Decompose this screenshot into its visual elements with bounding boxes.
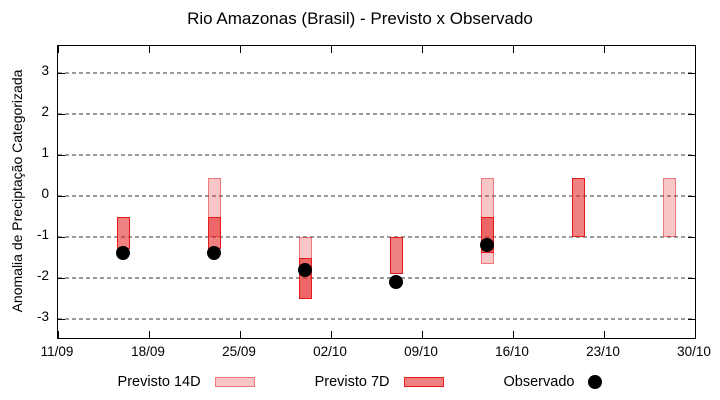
x-axis-tick [331, 46, 332, 53]
x-axis-tick [240, 46, 241, 53]
y-axis-tick [58, 114, 65, 115]
x-tick-label: 09/10 [404, 344, 438, 359]
y-gridline [58, 236, 695, 238]
observado-swatch-icon [588, 375, 603, 389]
previsto-7d-bar [389, 237, 403, 274]
y-tick-label: 1 [41, 145, 49, 160]
x-tick-label: 11/09 [40, 344, 74, 359]
y-axis-tick [58, 319, 65, 320]
y-axis-tick [688, 319, 695, 320]
observado-point [480, 238, 494, 253]
y-gridline [58, 318, 695, 320]
y-axis-tick [688, 237, 695, 238]
x-axis-tick [604, 46, 605, 53]
y-axis-tick [58, 155, 65, 156]
observado-point [389, 275, 403, 290]
x-axis-tick [422, 331, 423, 338]
y-tick-label: -1 [36, 227, 49, 242]
y-axis-tick [58, 278, 65, 279]
plot-area [57, 45, 696, 339]
x-axis-tick [695, 46, 696, 53]
y-axis-tick [58, 196, 65, 197]
y-axis-tick [688, 73, 695, 74]
previsto-7d-bar [571, 177, 585, 237]
x-axis-tick [513, 331, 514, 338]
x-tick-label: 18/09 [131, 344, 165, 359]
x-axis-tick [240, 331, 241, 338]
legend-label-observado: Observado [503, 374, 575, 390]
previsto-7d-swatch-icon [403, 377, 444, 387]
x-axis-tick [695, 331, 696, 338]
x-axis-tick [58, 46, 59, 53]
x-axis-tick [604, 331, 605, 338]
x-tick-label: 30/10 [677, 344, 711, 359]
previsto-14d-swatch-icon [214, 377, 255, 387]
y-gridline [58, 113, 695, 115]
legend-label-previsto-14d: Previsto 14D [117, 374, 201, 390]
x-axis-tick [331, 331, 332, 338]
x-axis-tick [149, 331, 150, 338]
y-axis-tick [688, 196, 695, 197]
y-axis-tick [688, 278, 695, 279]
y-axis-tick [58, 73, 65, 74]
previsto-7d-bar [116, 216, 130, 250]
x-axis-tick [513, 46, 514, 53]
legend-label-previsto-7d: Previsto 7D [314, 374, 390, 390]
y-axis-tick [688, 114, 695, 115]
y-gridline [58, 195, 695, 197]
y-tick-label: 2 [41, 104, 49, 119]
legend-item-previsto-7d: Previsto 7D [315, 374, 444, 390]
y-gridline [58, 154, 695, 156]
x-tick-label: 02/10 [313, 344, 347, 359]
x-tick-label: 23/10 [586, 344, 620, 359]
legend: Previsto 14D Previsto 7D Observado [0, 374, 720, 390]
previsto-7d-bar [207, 216, 221, 250]
y-axis-tick [58, 237, 65, 238]
observado-point [116, 246, 130, 261]
x-axis-tick [422, 46, 423, 53]
y-tick-label: 0 [41, 186, 49, 201]
chart-title: Rio Amazonas (Brasil) - Previsto x Obser… [187, 9, 533, 28]
legend-item-previsto-14d: Previsto 14D [118, 374, 255, 390]
legend-item-observado: Observado [504, 374, 603, 390]
x-axis-tick [149, 46, 150, 53]
y-axis-tick [688, 155, 695, 156]
x-tick-label: 16/10 [495, 344, 529, 359]
y-tick-label: -3 [36, 309, 49, 324]
y-tick-label: -2 [36, 268, 49, 283]
x-axis-tick [58, 331, 59, 338]
observado-point [298, 262, 312, 277]
y-tick-label: 3 [41, 63, 49, 78]
observado-point [207, 246, 221, 261]
x-tick-label: 25/09 [222, 344, 256, 359]
previsto-14d-bar [662, 177, 676, 237]
y-gridline [58, 72, 695, 74]
y-gridline [58, 277, 695, 279]
